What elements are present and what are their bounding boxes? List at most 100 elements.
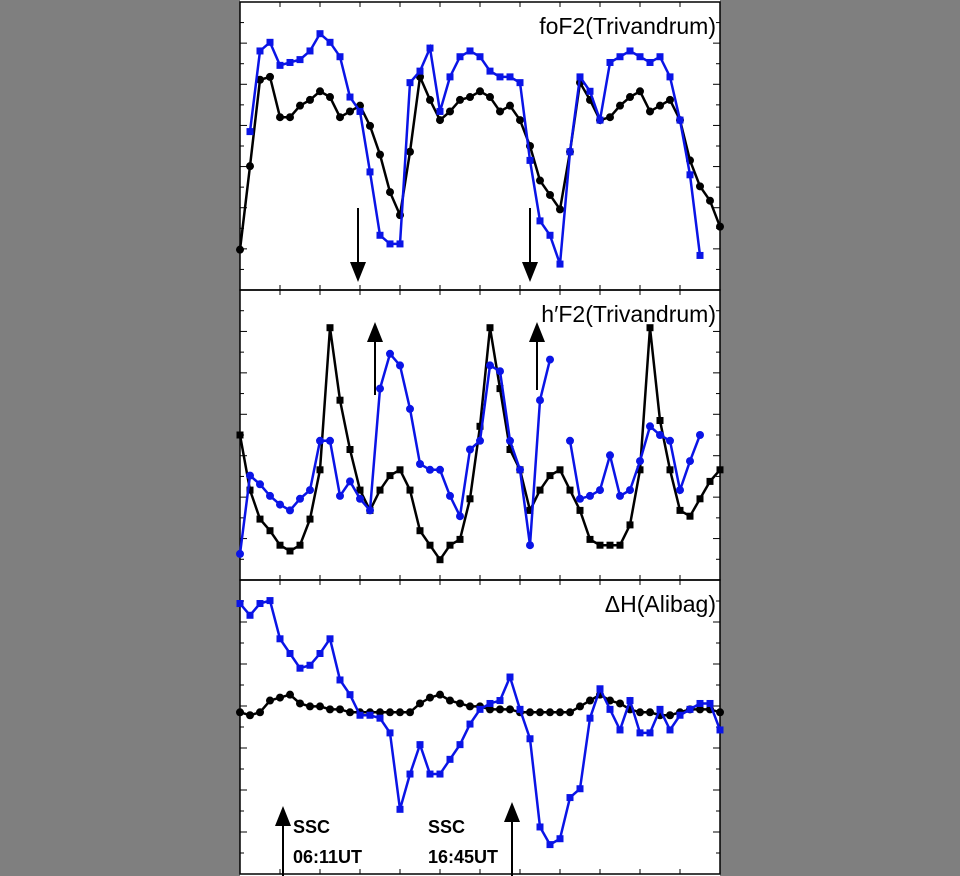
data-point	[386, 240, 394, 248]
data-point	[546, 355, 554, 364]
data-point	[676, 116, 684, 124]
data-point	[626, 486, 634, 495]
data-point	[586, 535, 594, 543]
data-point	[316, 650, 324, 657]
data-point	[636, 53, 644, 61]
data-point	[446, 491, 454, 500]
data-point	[316, 436, 324, 445]
data-point	[416, 699, 424, 708]
data-point	[696, 699, 704, 707]
data-point	[626, 47, 634, 55]
data-point	[666, 436, 674, 445]
data-point	[686, 171, 694, 179]
data-point	[496, 705, 504, 714]
data-point	[616, 699, 624, 708]
data-point	[356, 711, 364, 719]
data-point	[716, 726, 724, 734]
data-point	[296, 494, 304, 503]
data-point	[606, 58, 614, 66]
data-point	[246, 128, 254, 136]
data-point	[386, 472, 394, 480]
panel-title: foF2(Trivandrum)	[539, 13, 716, 39]
data-point	[296, 101, 304, 110]
data-point	[666, 95, 674, 104]
data-point	[466, 47, 474, 55]
data-point	[466, 495, 474, 503]
data-point	[456, 53, 464, 61]
data-point	[636, 729, 644, 737]
data-point	[466, 93, 474, 102]
data-point	[656, 431, 664, 439]
data-point	[566, 708, 574, 717]
data-point	[686, 457, 694, 466]
data-point	[286, 113, 294, 122]
data-point	[306, 95, 314, 104]
data-point	[316, 466, 324, 474]
data-point	[486, 699, 494, 707]
data-point	[286, 547, 294, 555]
data-point	[616, 101, 624, 110]
data-point	[246, 486, 254, 494]
data-point	[276, 500, 284, 509]
data-point	[626, 521, 634, 529]
data-point	[546, 708, 554, 717]
data-point	[336, 705, 344, 714]
data-point	[306, 515, 314, 523]
data-point	[346, 477, 354, 486]
data-point	[236, 600, 244, 608]
data-point	[436, 690, 444, 699]
data-point	[656, 417, 664, 424]
data-point	[486, 93, 494, 102]
data-point	[446, 541, 454, 549]
data-point	[316, 702, 324, 711]
data-point	[656, 53, 664, 61]
data-point	[276, 61, 284, 69]
data-point	[436, 556, 444, 564]
data-point	[276, 693, 284, 702]
data-point	[406, 147, 414, 156]
data-point	[496, 367, 504, 376]
data-point	[616, 491, 624, 500]
data-point	[326, 705, 334, 714]
data-point	[406, 770, 414, 778]
data-point	[376, 231, 384, 239]
data-point	[426, 541, 434, 549]
data-point	[666, 466, 674, 474]
data-point	[376, 708, 384, 717]
data-point	[236, 708, 244, 717]
data-point	[716, 708, 724, 717]
data-point	[276, 635, 284, 643]
data-point	[256, 47, 264, 55]
data-point	[376, 714, 384, 722]
data-point	[496, 385, 504, 393]
data-point	[256, 515, 264, 523]
data-point	[416, 527, 424, 535]
annotation: SSC	[293, 817, 330, 837]
data-point	[706, 477, 714, 485]
data-point	[356, 494, 364, 503]
data-point	[536, 823, 544, 831]
data-point	[476, 53, 484, 61]
data-point	[446, 107, 454, 116]
data-point	[516, 79, 524, 87]
data-point	[366, 168, 374, 176]
data-point	[596, 541, 604, 549]
data-point	[426, 44, 434, 52]
data-point	[246, 162, 254, 171]
data-point	[546, 841, 554, 849]
data-point	[616, 726, 624, 734]
data-point	[706, 196, 714, 205]
data-point	[316, 87, 324, 96]
data-point	[696, 431, 704, 439]
data-point	[656, 101, 664, 110]
data-point	[636, 457, 644, 466]
data-point	[596, 486, 604, 495]
data-point	[676, 711, 684, 719]
data-point	[496, 107, 504, 116]
data-point	[546, 190, 554, 199]
data-point	[596, 685, 604, 693]
data-point	[476, 422, 484, 430]
data-point	[506, 705, 514, 714]
data-point	[416, 67, 424, 75]
data-point	[696, 251, 704, 259]
